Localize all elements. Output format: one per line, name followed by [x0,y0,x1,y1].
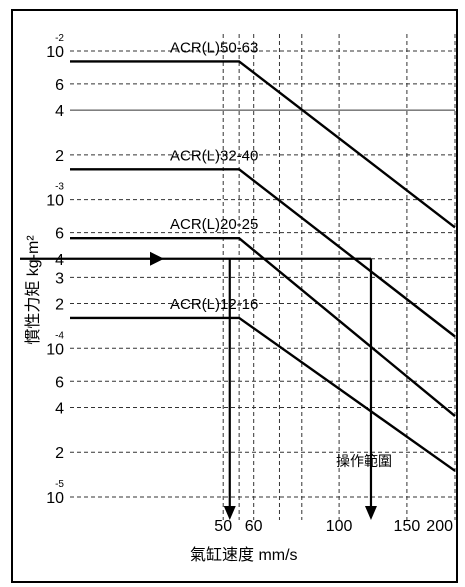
y-tick-exponent: -3 [55,182,64,193]
down-arrowhead [364,506,377,520]
y-tick-exponent: -5 [55,479,64,490]
grid [70,34,456,520]
y-tick-label: 4 [55,400,64,417]
x-tick-label: 100 [326,518,353,535]
y-tick-label: 4 [55,103,64,120]
y-tick-label: 2 [55,297,64,314]
y-tick-label: 4 [55,252,64,269]
x-tick-label: 60 [245,518,263,535]
series-line [70,236,456,418]
y-tick-label: 2 [55,148,64,165]
y-tick-label: 6 [55,77,64,94]
series-line [70,60,456,229]
y-axis-label: 慣性力矩 kg-m² [24,235,42,345]
right-arrowhead [150,251,164,266]
series-label: ACR(L)50-63 [170,39,258,56]
series-label: ACR(L)20-25 [170,216,258,233]
x-axis-label: 氣缸速度 mm/s [190,545,298,564]
y-tick-label: 10 [46,193,64,210]
series-lines: ACR(L)50-63 ACR(L)32-40 ACR(L)20-25 ACR(L)1… [70,39,456,472]
y-tick-label: 6 [55,226,64,243]
x-tick-label: 200 [426,518,453,535]
y-tick-label: 10 [46,490,64,507]
y-tick-exponent: -4 [55,330,64,341]
operating-range-arrows [20,251,377,520]
x-axis-ticks: 50 60 100 150 200 [214,518,453,535]
y-tick-label: 6 [55,374,64,391]
series-line [70,168,456,338]
x-tick-label: 50 [214,518,232,535]
y-tick-label: 10 [46,341,64,358]
down-arrowhead [223,506,236,520]
y-tick-label: 3 [55,270,64,287]
y-tick-label: 2 [55,445,64,462]
series-label: ACR(L)12-16 [170,296,258,313]
outer-frame [11,9,458,583]
y-tick-exponent: -2 [55,33,64,44]
y-tick-label: 10 [46,44,64,61]
series-label: ACR(L)32-40 [170,147,258,164]
operating-range-label: 操作範圍 [336,453,392,469]
series-line [70,316,456,472]
x-tick-label: 150 [394,518,421,535]
